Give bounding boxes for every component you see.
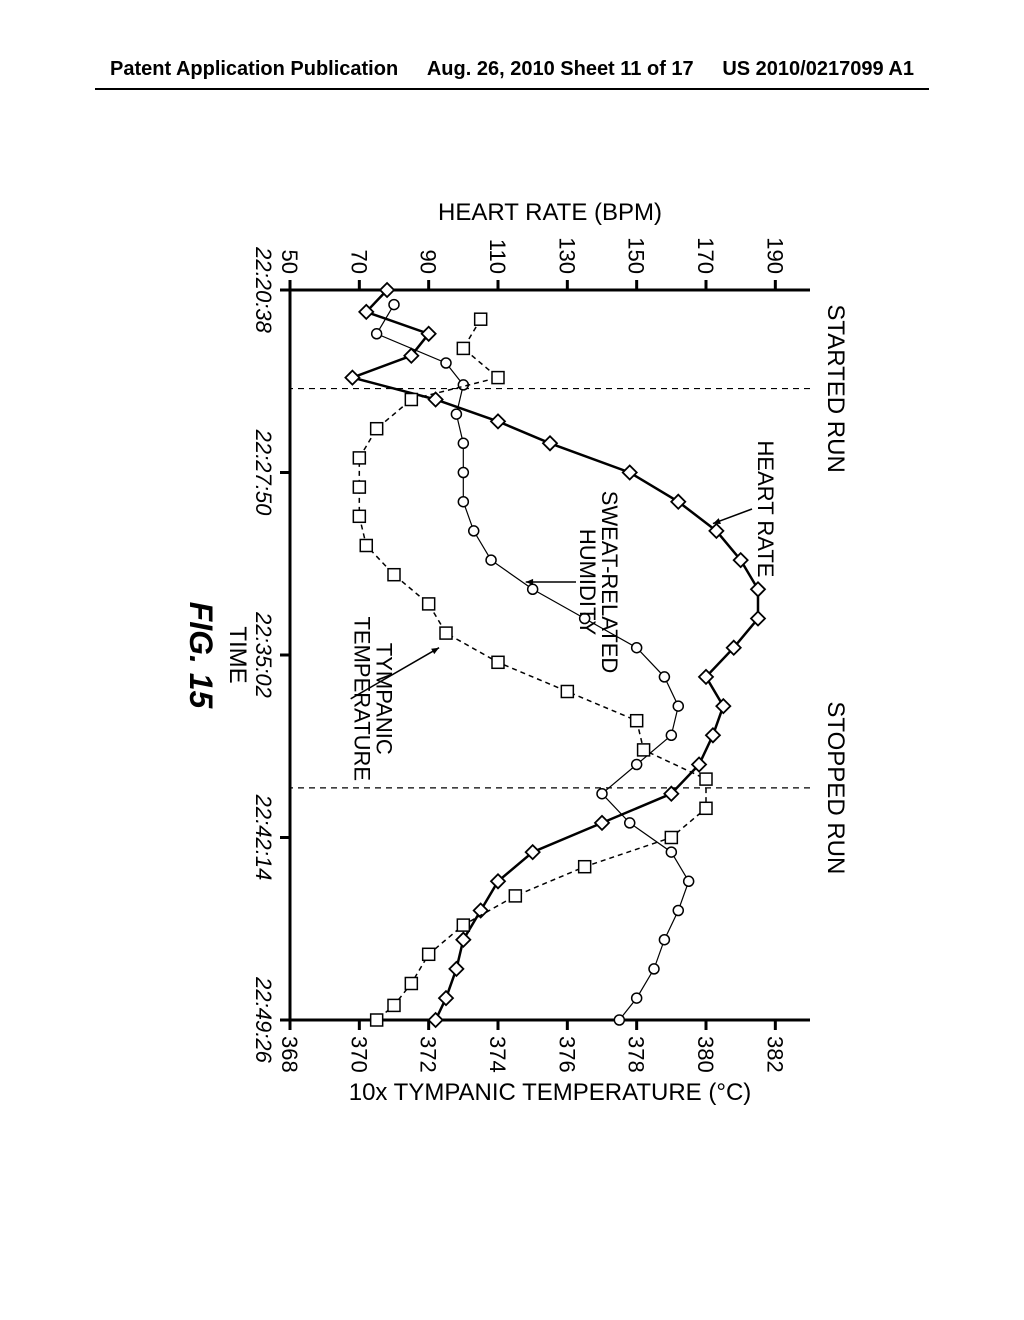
svg-text:380: 380 (693, 1036, 718, 1073)
svg-text:50: 50 (277, 250, 302, 274)
svg-text:TIME: TIME (224, 626, 251, 683)
svg-text:378: 378 (624, 1036, 649, 1073)
svg-text:110: 110 (485, 239, 510, 274)
svg-text:STARTED RUN: STARTED RUN (822, 304, 849, 472)
svg-text:TEMPERATURE: TEMPERATURE (350, 616, 375, 781)
svg-text:FIG. 15: FIG. 15 (183, 602, 219, 710)
svg-text:190: 190 (762, 237, 787, 274)
svg-text:150: 150 (624, 237, 649, 274)
svg-text:22:42:14: 22:42:14 (251, 794, 276, 881)
svg-text:374: 374 (485, 1036, 510, 1073)
header-right: US 2010/0217099 A1 (722, 58, 914, 81)
header-rule (95, 88, 929, 90)
svg-text:372: 372 (416, 1036, 441, 1073)
svg-text:SWEAT-RELATED: SWEAT-RELATED (597, 491, 622, 674)
page-header: Patent Application Publication Aug. 26, … (0, 58, 1024, 81)
svg-text:22:27:50: 22:27:50 (251, 429, 276, 516)
svg-text:HEART RATE: HEART RATE (753, 441, 778, 578)
header-left: Patent Application Publication (110, 58, 398, 81)
header-center: Aug. 26, 2010 Sheet 11 of 17 (427, 58, 694, 81)
svg-text:HUMIDITY: HUMIDITY (575, 529, 600, 636)
svg-text:90: 90 (416, 250, 441, 274)
svg-text:170: 170 (693, 237, 718, 274)
svg-text:22:20:38: 22:20:38 (251, 246, 276, 333)
svg-text:376: 376 (554, 1036, 579, 1073)
figure-container: 5070901101301501701903683703723743763783… (40, 290, 980, 1010)
svg-text:10x TYMPANIC TEMPERATURE (°C): 10x TYMPANIC TEMPERATURE (°C) (349, 1079, 752, 1106)
svg-text:130: 130 (554, 237, 579, 274)
svg-text:370: 370 (346, 1036, 371, 1073)
svg-text:22:49:26: 22:49:26 (251, 976, 276, 1063)
svg-text:TYMPANIC: TYMPANIC (372, 643, 397, 755)
svg-text:70: 70 (346, 250, 371, 274)
chart-svg: 50 70 90 110 130 150 170 190 368 370 372 374 376 378 3… (150, 180, 870, 1120)
svg-text:22:35:02: 22:35:02 (251, 611, 276, 698)
svg-text:368: 368 (277, 1036, 302, 1073)
svg-text:382: 382 (762, 1036, 787, 1073)
svg-text:HEART RATE (BPM): HEART RATE (BPM) (438, 199, 662, 226)
svg-text:STOPPED RUN: STOPPED RUN (822, 701, 849, 874)
